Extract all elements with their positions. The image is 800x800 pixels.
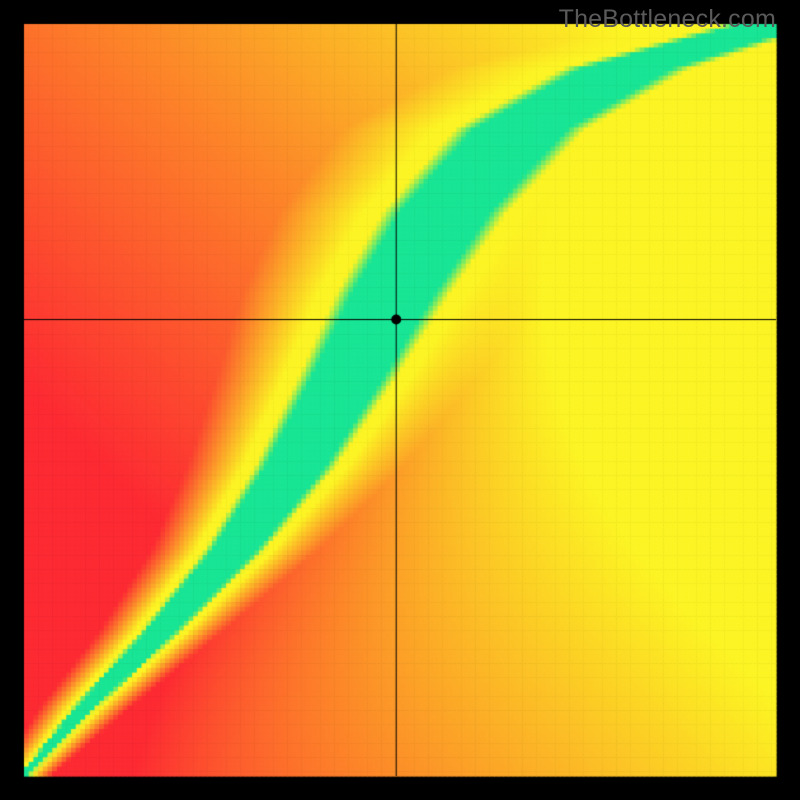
watermark-text: TheBottleneck.com xyxy=(559,5,776,34)
chart-container: TheBottleneck.com xyxy=(0,0,800,800)
bottleneck-heatmap xyxy=(0,0,800,800)
